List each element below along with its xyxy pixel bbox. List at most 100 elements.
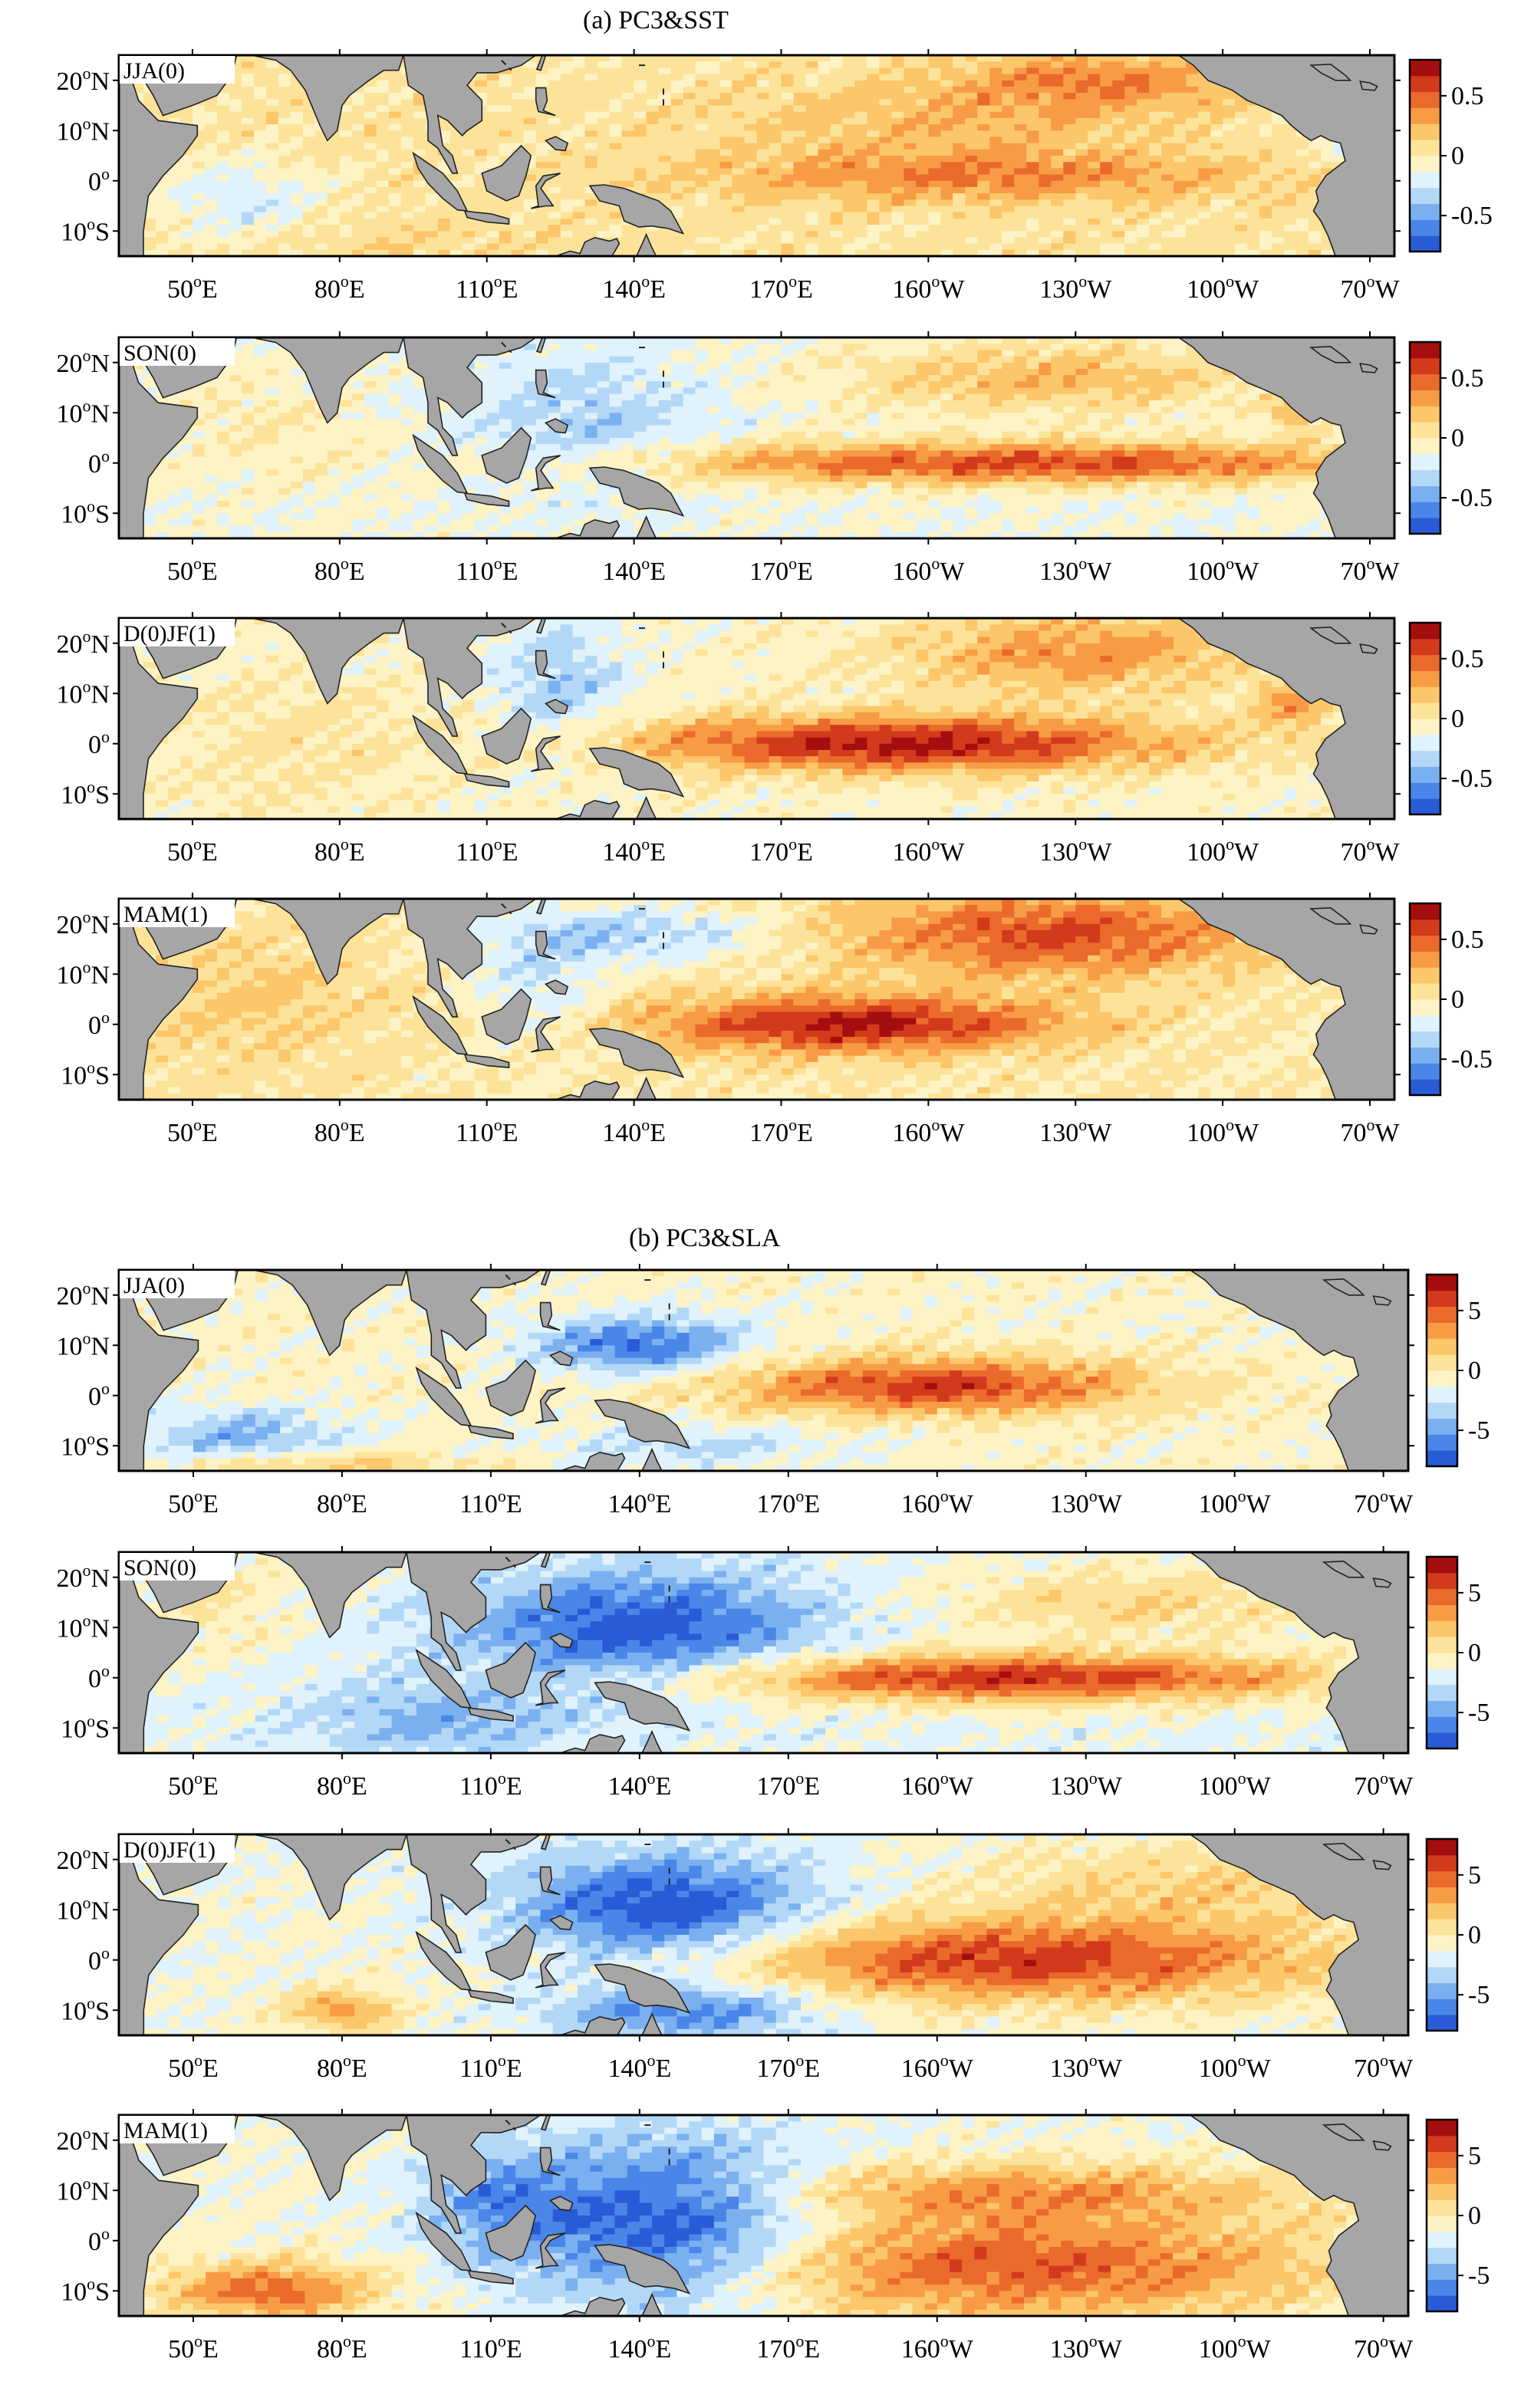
colorbar-tick-label: -0.5 xyxy=(1451,202,1493,230)
map-panel-b-jja0: JJA(0) 20oN 10oN 0o 10oS 50oE 80oE 110oE 140oE 17… xyxy=(56,1264,1490,1518)
map-panel-b-son0: SON(0) 20oN 10oN 0o 10oS 50oE 80oE 110oE 140oE 17… xyxy=(56,1546,1490,1801)
map-panel-a-mam1: MAM(1) 20oN 10oN 0o 10oS 50oE 80oE 110oE 140oE 17… xyxy=(56,893,1493,1147)
lon-tick-label: 160oW xyxy=(901,2051,974,2083)
lon-tick-label: 100oW xyxy=(1187,1115,1259,1147)
lon-tick-label: 160oW xyxy=(901,1768,974,1801)
lat-tick-label: 20oN xyxy=(56,907,110,939)
lon-tick-label: 130oW xyxy=(1050,1486,1123,1518)
map-frame xyxy=(117,336,1396,540)
lon-tick-label: 70oW xyxy=(1340,834,1400,867)
colorbar-tick-label: -0.5 xyxy=(1451,484,1493,512)
colorbar-tick-label: 0 xyxy=(1468,1921,1481,1949)
anomaly-field xyxy=(119,1834,1409,2036)
anomaly-field xyxy=(119,899,1395,1100)
lon-tick-label: 100oW xyxy=(1199,2051,1272,2083)
lon-tick-label: 50oE xyxy=(167,1115,218,1147)
lon-tick-label: 140oE xyxy=(602,554,666,586)
lon-tick-label: 140oE xyxy=(607,2051,671,2083)
lon-tick-label: 100oW xyxy=(1187,554,1259,586)
colorbar-tick-label: -5 xyxy=(1468,1699,1490,1727)
lon-tick-label: 110oE xyxy=(459,1768,522,1801)
lon-tick-label: 140oE xyxy=(607,1486,671,1518)
lat-tick-label: 10oN xyxy=(56,957,110,989)
colorbar: 0.5 0 -0.5 xyxy=(1408,621,1493,816)
lon-tick-label: 170oE xyxy=(756,2331,820,2364)
lat-tick-label: 10oS xyxy=(61,1429,110,1461)
lon-tick-label: 70oW xyxy=(1354,2051,1414,2083)
lon-tick-label: 80oE xyxy=(317,1768,367,1801)
lat-tick-label: 20oN xyxy=(56,1561,110,1593)
lon-tick-label: 160oW xyxy=(901,1486,974,1518)
lon-tick-label: 110oE xyxy=(456,834,518,867)
colorbar-tick-label: 0 xyxy=(1468,2202,1481,2230)
colorbar-tick-label: 5 xyxy=(1468,1861,1481,1890)
lat-tick-label: 10oN xyxy=(56,2173,110,2206)
lon-tick-label: 100oW xyxy=(1187,271,1259,304)
colorbar-tick-label: 0 xyxy=(1468,1357,1481,1385)
lat-tick-label: 0o xyxy=(88,446,110,479)
lon-tick-label: 160oW xyxy=(892,834,965,867)
lon-tick-label: 130oW xyxy=(1039,834,1112,867)
colorbar-tick-label: 0.5 xyxy=(1451,645,1484,673)
map-frame xyxy=(117,897,1396,1101)
map-frame xyxy=(117,1551,1410,1755)
lon-tick-label: 100oW xyxy=(1199,1768,1272,1801)
lat-tick-label: 10oN xyxy=(56,113,110,146)
lon-tick-label: 110oE xyxy=(459,2331,522,2364)
lon-tick-label: 100oW xyxy=(1199,1486,1272,1518)
lon-tick-label: 50oE xyxy=(167,834,218,867)
lat-tick-label: 0o xyxy=(88,1661,110,1693)
lat-tick-label: 10oS xyxy=(61,1993,110,2025)
lat-tick-label: 10oS xyxy=(61,1711,110,1743)
season-label: MAM(1) xyxy=(123,2118,208,2143)
lat-tick-label: 10oS xyxy=(61,777,110,809)
land-mask xyxy=(119,618,1394,819)
lat-tick-label: 20oN xyxy=(56,627,110,659)
lat-tick-label: 10oN xyxy=(56,1893,110,1925)
colorbar-tick-label: 0 xyxy=(1451,424,1464,452)
lon-tick-label: 100oW xyxy=(1199,2331,1272,2364)
lon-tick-label: 130oW xyxy=(1039,271,1112,304)
season-label: D(0)JF(1) xyxy=(123,1837,216,1863)
lon-tick-label: 140oE xyxy=(602,1115,666,1147)
lon-tick-label: 70oW xyxy=(1340,1115,1400,1147)
colorbar-tick-label: 5 xyxy=(1468,1297,1481,1325)
lon-tick-label: 130oW xyxy=(1050,2051,1123,2083)
lon-tick-label: 100oW xyxy=(1187,834,1259,867)
lon-tick-label: 170oE xyxy=(756,2051,820,2083)
lon-tick-label: 80oE xyxy=(314,554,365,586)
lon-tick-label: 110oE xyxy=(456,554,518,586)
season-label: MAM(1) xyxy=(123,902,208,927)
season-label-box xyxy=(120,900,235,927)
map-frame xyxy=(117,1268,1410,1472)
colorbar-tick-label: 0 xyxy=(1451,705,1464,733)
season-label: SON(0) xyxy=(123,340,196,366)
lat-tick-label: 20oN xyxy=(56,2123,110,2156)
lon-tick-label: 70oW xyxy=(1354,1768,1414,1801)
lon-tick-label: 80oE xyxy=(314,1115,365,1147)
map-panel-a-d0jf1: D(0)JF(1) 20oN 10oN 0o 10oS 50oE 80oE 110oE 140o… xyxy=(56,612,1493,867)
colorbar: 0.5 0 -0.5 xyxy=(1408,58,1493,253)
lon-tick-label: 160oW xyxy=(892,554,965,586)
season-label: JJA(0) xyxy=(123,1273,185,1298)
season-label-box xyxy=(120,1835,235,1863)
season-label-box xyxy=(120,1553,235,1581)
colorbar: 5 0 -5 xyxy=(1425,1837,1490,2032)
lat-tick-label: 10oN xyxy=(56,1610,110,1643)
lon-tick-label: 50oE xyxy=(167,271,218,304)
lat-tick-label: 20oN xyxy=(56,1278,110,1311)
lon-tick-label: 160oW xyxy=(901,2331,974,2364)
lat-tick-label: 20oN xyxy=(56,1843,110,1875)
lon-tick-label: 130oW xyxy=(1050,2331,1123,2364)
lat-tick-label: 10oS xyxy=(61,496,110,528)
lon-tick-label: 170oE xyxy=(756,1768,820,1801)
lat-tick-label: 0o xyxy=(88,1943,110,1975)
lon-tick-label: 170oE xyxy=(749,271,813,304)
lon-tick-label: 130oW xyxy=(1050,1768,1123,1801)
lon-tick-label: 170oE xyxy=(749,554,813,586)
map-frame xyxy=(117,617,1396,821)
colorbar-tick-label: 5 xyxy=(1468,2142,1481,2170)
colorbar: 0.5 0 -0.5 xyxy=(1408,340,1493,535)
lon-tick-label: 80oE xyxy=(317,2331,367,2364)
colorbar-tick-label: -0.5 xyxy=(1451,1045,1493,1074)
